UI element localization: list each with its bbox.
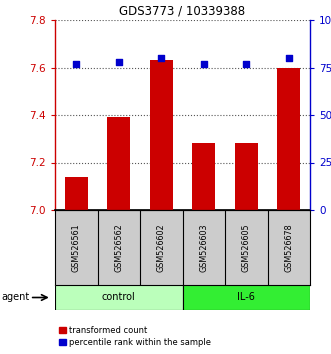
Bar bbox=[65, 177, 88, 210]
Text: control: control bbox=[102, 292, 136, 303]
Bar bbox=[192, 143, 215, 210]
Point bbox=[286, 55, 291, 61]
Point bbox=[73, 61, 79, 67]
Title: GDS3773 / 10339388: GDS3773 / 10339388 bbox=[119, 5, 246, 17]
Bar bbox=[150, 61, 173, 210]
Bar bbox=[107, 118, 130, 210]
Text: IL-6: IL-6 bbox=[237, 292, 255, 303]
Text: agent: agent bbox=[2, 292, 30, 303]
Text: GSM526605: GSM526605 bbox=[242, 223, 251, 272]
Bar bbox=[235, 143, 258, 210]
Text: GSM526602: GSM526602 bbox=[157, 223, 166, 272]
Text: GSM526678: GSM526678 bbox=[284, 223, 293, 272]
Bar bbox=[277, 68, 301, 210]
Text: GSM526561: GSM526561 bbox=[72, 223, 81, 272]
Bar bbox=[55, 285, 182, 310]
Bar bbox=[182, 285, 310, 310]
Text: GSM526562: GSM526562 bbox=[114, 223, 123, 272]
Legend: transformed count, percentile rank within the sample: transformed count, percentile rank withi… bbox=[59, 326, 211, 347]
Text: GSM526603: GSM526603 bbox=[199, 223, 208, 272]
Point bbox=[116, 59, 121, 65]
Point bbox=[201, 61, 207, 67]
Point bbox=[159, 55, 164, 61]
Point bbox=[244, 61, 249, 67]
